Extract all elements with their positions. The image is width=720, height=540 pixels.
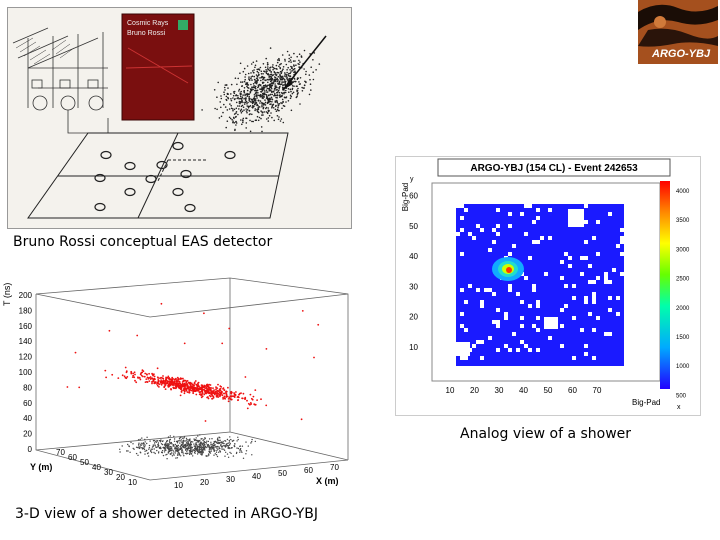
x-tick: 50 xyxy=(278,469,287,478)
analog-xtick: 70 xyxy=(593,386,602,395)
z-tick: 200 xyxy=(19,291,33,300)
shower-axis-arrow xyxy=(282,35,327,91)
schematic-circuit xyxy=(12,27,109,134)
x-tick: 10 xyxy=(174,481,183,490)
shower-particle-cloud xyxy=(201,47,321,133)
argo-ybj-logo: ARGO-YBJ xyxy=(638,0,718,64)
shower-hits xyxy=(66,302,320,422)
x-tick: 30 xyxy=(226,475,235,484)
detector-counters xyxy=(94,141,236,213)
analog-xtick: 20 xyxy=(470,386,479,395)
x-axis-label: X (m) xyxy=(316,476,339,486)
y-axis-label: Y (m) xyxy=(30,462,52,472)
caption-rossi: Bruno Rossi conceptual EAS detector xyxy=(13,234,273,250)
analog-ytick: 30 xyxy=(409,282,418,291)
colorbar-label: 1500 xyxy=(676,335,690,341)
analog-ytick: 40 xyxy=(409,252,418,261)
z-tick: 20 xyxy=(23,430,32,439)
analog-ylabel-sub: y xyxy=(410,176,414,183)
rossi-drawing: Cosmic Rays Bruno Rossi xyxy=(7,7,352,229)
z-tick: 160 xyxy=(19,322,33,331)
analog-xlabel: Big-Pad xyxy=(632,398,660,407)
ground-projection xyxy=(119,434,256,460)
y-tick: 60 xyxy=(68,453,77,462)
z-tick: 140 xyxy=(19,337,33,346)
plot-3d-view: T (ns) 200 180 160 140 120 100 80 60 40 20 0 70 60 5… xyxy=(0,272,360,498)
colorbar-label: 500 xyxy=(676,393,687,399)
y-tick: 40 xyxy=(92,463,101,472)
colorbar-label: 3000 xyxy=(676,247,690,253)
x-tick: 20 xyxy=(200,478,209,487)
colorbar-label: 1000 xyxy=(676,364,690,370)
shower-core xyxy=(492,257,524,281)
analog-xtick: 60 xyxy=(568,386,577,395)
y-tick: 30 xyxy=(104,468,113,477)
book-author: Bruno Rossi xyxy=(127,30,166,37)
plot-3d-box xyxy=(35,277,349,481)
analog-xtick: 30 xyxy=(495,386,504,395)
z-tick: 0 xyxy=(28,445,33,454)
z-tick: 60 xyxy=(23,399,32,408)
y-tick: 50 xyxy=(80,458,89,467)
z-axis-label: T (ns) xyxy=(2,283,12,306)
rossi-illustration: Cosmic Rays Bruno Rossi xyxy=(8,8,351,228)
analog-view-plot: ARGO-YBJ (154 CL) - Event 242653 Big-Pad… xyxy=(395,156,701,416)
colorbar xyxy=(660,181,670,389)
book-title: Cosmic Rays xyxy=(127,20,169,27)
z-tick: 80 xyxy=(23,383,32,392)
x-tick: 40 xyxy=(252,472,261,481)
colorbar-label: 2500 xyxy=(676,277,690,283)
caption-3d: 3-D view of a shower detected in ARGO-YB… xyxy=(15,506,319,522)
analog-xtick: 40 xyxy=(519,386,528,395)
analog-ytick: 60 xyxy=(409,192,418,201)
analog-ytick: 20 xyxy=(409,313,418,322)
x-tick: 60 xyxy=(304,466,313,475)
caption-analog: Analog view of a shower xyxy=(460,426,632,442)
analog-xlabel-sub: x xyxy=(677,404,681,411)
z-tick: 120 xyxy=(19,353,33,362)
y-tick: 70 xyxy=(56,448,65,457)
analog-ytick: 10 xyxy=(409,343,418,352)
y-tick: 20 xyxy=(116,473,125,482)
z-tick: 40 xyxy=(23,414,32,423)
analog-xtick: 50 xyxy=(544,386,553,395)
book-cover: Cosmic Rays Bruno Rossi xyxy=(121,13,195,121)
analog-title: ARGO-YBJ (154 CL) - Event 242653 xyxy=(470,163,638,174)
logo-text: ARGO-YBJ xyxy=(651,48,711,60)
colorbar-label: 3500 xyxy=(676,218,690,224)
colorbar-label: 4000 xyxy=(676,189,690,195)
z-tick: 100 xyxy=(19,368,33,377)
analog-ytick: 50 xyxy=(409,222,418,231)
detector-plane xyxy=(27,132,289,219)
analog-xtick: 10 xyxy=(446,386,455,395)
colorbar-label: 2000 xyxy=(676,306,690,312)
analog-ylabel: Big-Pad xyxy=(401,183,410,211)
x-tick: 70 xyxy=(330,463,339,472)
z-tick: 180 xyxy=(19,306,33,315)
y-tick: 10 xyxy=(128,478,137,487)
